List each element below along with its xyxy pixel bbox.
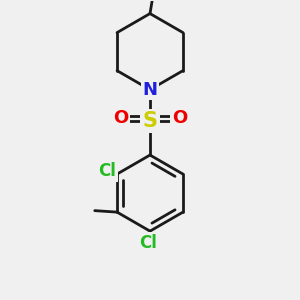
Text: O: O xyxy=(113,109,128,127)
Text: O: O xyxy=(172,109,187,127)
Text: Cl: Cl xyxy=(99,162,116,180)
Text: S: S xyxy=(142,111,158,131)
Text: N: N xyxy=(142,81,158,99)
Text: Cl: Cl xyxy=(140,234,158,252)
